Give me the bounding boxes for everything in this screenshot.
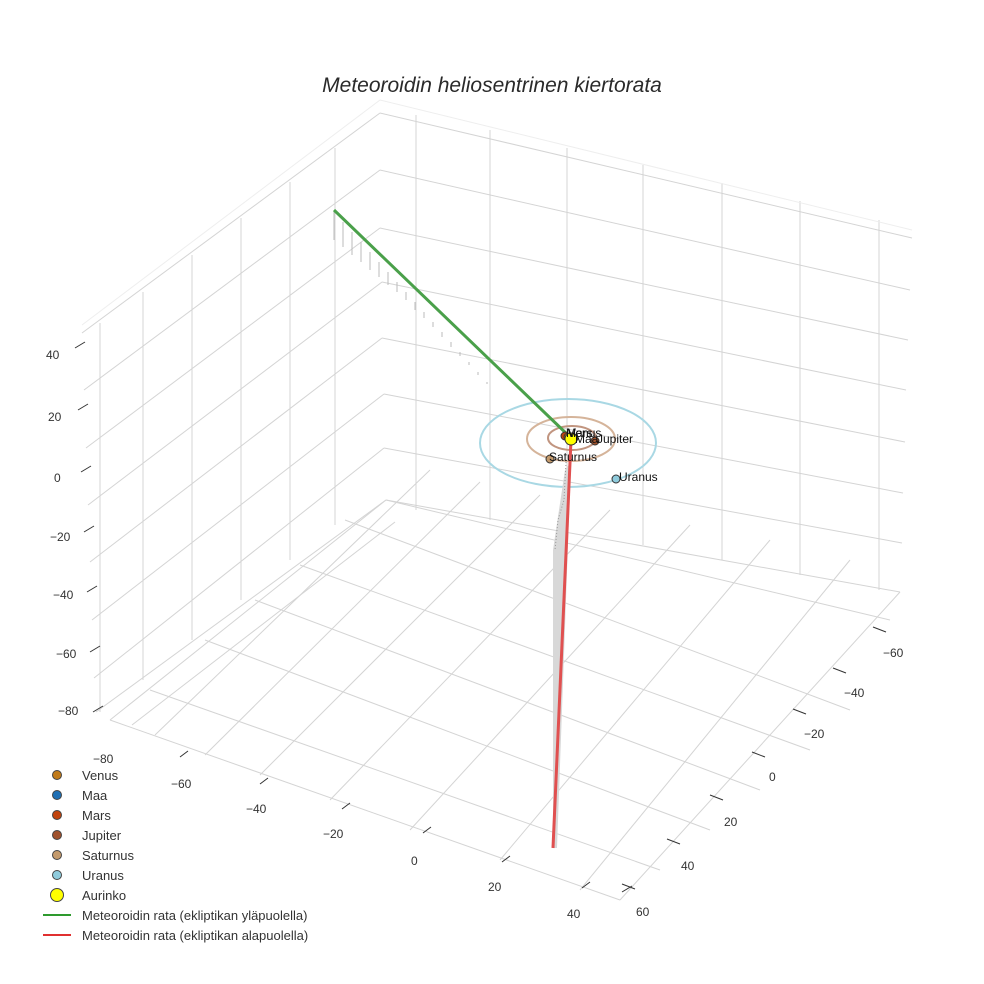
box-edges <box>81 99 913 326</box>
svg-text:Maa: Maa <box>575 432 599 446</box>
legend-item-jupiter[interactable]: Jupiter <box>40 825 308 845</box>
svg-text:−20: −20 <box>50 530 71 544</box>
svg-text:40: 40 <box>46 348 60 362</box>
legend-item-maa[interactable]: Maa <box>40 785 308 805</box>
svg-text:Saturnus: Saturnus <box>549 450 597 464</box>
circle-marker-icon <box>52 770 62 780</box>
svg-text:−60: −60 <box>56 647 77 661</box>
circle-marker-icon <box>52 870 62 880</box>
planet-jupiter <box>590 436 600 446</box>
svg-text:20: 20 <box>724 815 738 829</box>
planet-labels: Mars Venus Maa Jupiter Saturnus Uranus <box>549 426 658 484</box>
legend-item-path-below[interactable]: Meteoroidin rata (ekliptikan alapuolella… <box>40 925 308 945</box>
svg-text:0: 0 <box>411 854 418 868</box>
legend-item-saturnus[interactable]: Saturnus <box>40 845 308 865</box>
svg-text:−80: −80 <box>58 704 79 718</box>
svg-text:−40: −40 <box>844 686 865 700</box>
svg-text:Uranus: Uranus <box>619 470 658 484</box>
svg-text:Mars: Mars <box>566 426 593 440</box>
grid-lines <box>81 112 913 901</box>
legend-item-aurinko[interactable]: Aurinko <box>40 885 308 905</box>
chart-title: Meteoroidin heliosentrinen kiertorata <box>322 74 662 97</box>
svg-text:−20: −20 <box>323 827 344 841</box>
line-marker-icon <box>43 934 71 936</box>
svg-text:−40: −40 <box>53 588 74 602</box>
planet-uranus <box>611 474 621 484</box>
svg-text:40: 40 <box>567 907 581 921</box>
legend-item-venus[interactable]: Venus <box>40 765 308 785</box>
ecliptic-projection <box>554 461 567 551</box>
x-axis: −80 −60 −40 −20 0 20 40 <box>93 750 633 921</box>
circle-marker-icon <box>52 810 62 820</box>
svg-text:−80: −80 <box>93 752 114 766</box>
svg-text:20: 20 <box>48 410 62 424</box>
z-axis: 40 20 0 −20 −40 −60 −80 <box>46 341 104 718</box>
svg-text:40: 40 <box>681 859 695 873</box>
planet-saturnus <box>545 454 555 464</box>
svg-text:−60: −60 <box>883 646 904 660</box>
planet-markers[interactable] <box>545 431 621 484</box>
svg-text:−60: −60 <box>171 777 192 791</box>
circle-marker-icon <box>52 830 62 840</box>
drop-lines-above <box>333 212 488 384</box>
line-marker-icon <box>43 914 71 916</box>
circle-marker-icon <box>50 888 64 902</box>
circle-marker-icon <box>52 790 62 800</box>
legend: Venus Maa Mars Jupiter Saturnus Uranus A… <box>40 765 308 945</box>
svg-text:0: 0 <box>54 471 61 485</box>
svg-text:60: 60 <box>636 905 650 919</box>
sun-aurinko <box>564 432 578 446</box>
legend-item-uranus[interactable]: Uranus <box>40 865 308 885</box>
meteoroid-path-below[interactable] <box>551 439 573 849</box>
y-axis: −60 −40 −20 0 20 40 60 <box>621 626 904 919</box>
circle-marker-icon <box>52 850 62 860</box>
svg-text:Jupiter: Jupiter <box>597 432 633 446</box>
svg-text:−40: −40 <box>246 802 267 816</box>
legend-item-path-above[interactable]: Meteoroidin rata (ekliptikan yläpuolella… <box>40 905 308 925</box>
svg-text:−20: −20 <box>804 727 825 741</box>
svg-text:0: 0 <box>769 770 776 784</box>
svg-text:Venus: Venus <box>568 426 601 440</box>
svg-text:20: 20 <box>488 880 502 894</box>
legend-item-mars[interactable]: Mars <box>40 805 308 825</box>
meteoroid-path-above[interactable] <box>332 208 572 439</box>
